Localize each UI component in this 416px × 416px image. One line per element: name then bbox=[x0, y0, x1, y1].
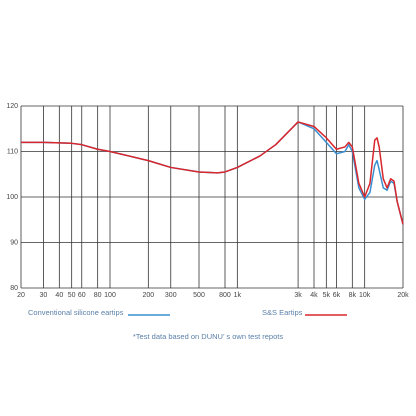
x-tick-label: 800 bbox=[219, 292, 231, 299]
y-tick-label: 100 bbox=[6, 194, 18, 201]
x-tick-label: 100 bbox=[104, 292, 116, 299]
x-tick-label: 5k bbox=[323, 292, 331, 299]
y-tick-label: 80 bbox=[10, 285, 18, 292]
legend-label: Conventional silicone eartips bbox=[28, 308, 124, 317]
x-tick-label: 3k bbox=[294, 292, 302, 299]
y-tick-label: 110 bbox=[7, 148, 18, 155]
legend-label: S&S Eartips bbox=[262, 308, 303, 317]
x-tick-label: 40 bbox=[55, 292, 63, 299]
x-tick-label: 300 bbox=[165, 292, 177, 299]
x-tick-label: 60 bbox=[78, 292, 86, 299]
x-tick-label: 80 bbox=[94, 292, 102, 299]
x-tick-label: 20k bbox=[397, 292, 409, 299]
x-tick-label: 1k bbox=[234, 292, 242, 299]
x-tick-label: 30 bbox=[40, 292, 48, 299]
x-tick-label: 20 bbox=[17, 292, 25, 299]
x-tick-label: 10k bbox=[359, 292, 371, 299]
footnote: *Test data based on DUNU’ s own test rep… bbox=[133, 332, 283, 341]
y-tick-label: 90 bbox=[10, 239, 18, 246]
y-tick-label: 120 bbox=[6, 103, 18, 110]
x-tick-label: 4k bbox=[310, 292, 318, 299]
x-tick-label: 6k bbox=[333, 292, 341, 299]
x-tick-label: 50 bbox=[68, 292, 76, 299]
x-tick-label: 200 bbox=[142, 292, 154, 299]
x-tick-label: 8k bbox=[349, 292, 357, 299]
series-line bbox=[21, 121, 404, 225]
x-tick-label: 500 bbox=[193, 292, 205, 299]
